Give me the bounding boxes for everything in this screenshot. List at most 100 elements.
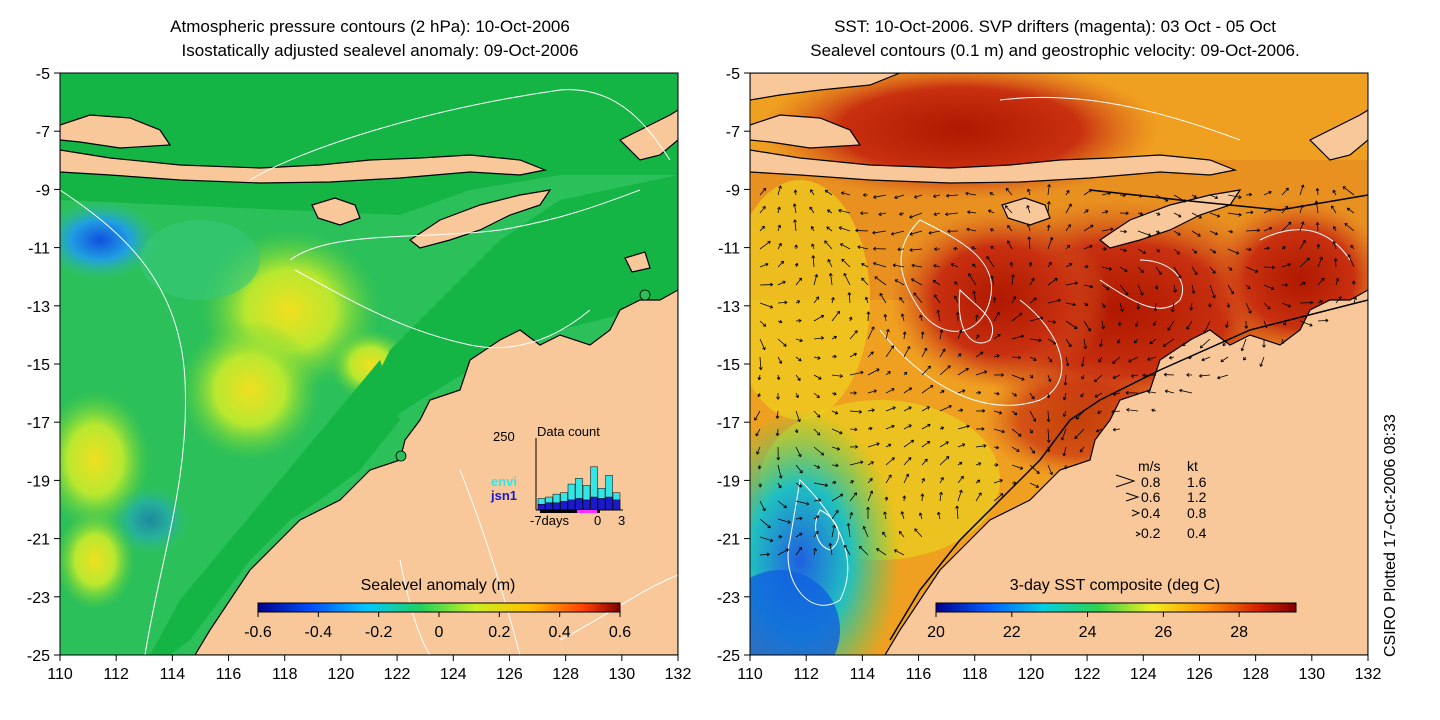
velocity-arrow <box>1011 464 1024 470</box>
velocity-arrow <box>1011 392 1017 397</box>
australia-land <box>884 289 1368 655</box>
arrow-icon <box>1135 531 1142 537</box>
velocity-arrow <box>944 212 959 217</box>
velocity-arrow <box>777 206 781 214</box>
velocity-arrow <box>928 230 941 235</box>
velocity-arrow <box>900 313 905 322</box>
sst-cool-blob <box>750 570 840 655</box>
velocity-arrow <box>754 410 761 421</box>
velocity-arrow <box>914 528 923 538</box>
velocity-arrow <box>1011 446 1020 452</box>
velocity-arrow <box>1154 284 1159 290</box>
velocity-legend: m/s kt 0.8 1.6 0.6 1.2 0.4 0.8 0.2 0.4 <box>1115 458 1207 541</box>
velocity-arrow <box>975 351 984 358</box>
velocity-arrow <box>864 296 869 304</box>
velocity-arrow <box>1027 188 1031 196</box>
velocity-arrow <box>885 474 892 484</box>
velocity-arrow <box>1331 205 1337 214</box>
velocity-arrow <box>777 185 782 196</box>
velocity-arrow <box>1133 338 1139 344</box>
velocity-arrow <box>1299 184 1305 196</box>
velocity-arrow <box>933 194 941 198</box>
left-colorbar: Sealevel anomaly (m) -0.6 -0.4 -0.2 0 0.2 0.4… <box>244 577 631 641</box>
velocity-arrow <box>993 463 999 467</box>
velocity-arrow <box>955 505 960 520</box>
velocity-arrow <box>909 230 923 236</box>
velocity-arrow <box>1281 283 1288 287</box>
velocity-arrow <box>777 518 791 524</box>
velocity-arrow <box>971 263 977 268</box>
velocity-arrow <box>843 272 851 286</box>
inset-drifter-strip <box>577 510 597 513</box>
velocity-arrow <box>795 500 810 506</box>
velocity-arrow <box>885 424 895 430</box>
velocity-arrow <box>1191 284 1196 294</box>
velocity-arrow <box>950 263 959 268</box>
velocity-arrow <box>1263 320 1268 328</box>
velocity-arrow <box>1142 373 1157 378</box>
sumba-island <box>311 197 361 226</box>
velocity-arrow <box>1263 284 1275 290</box>
velocity-arrow <box>1317 318 1329 323</box>
velocity-arrow <box>911 263 923 268</box>
velocity-arrow <box>989 192 995 196</box>
velocity-arrow <box>831 493 844 502</box>
velocity-arrow <box>759 552 770 557</box>
velocity-arrow <box>1203 320 1211 334</box>
velocity-arrow <box>831 374 843 378</box>
velocity-arrow <box>1101 247 1107 251</box>
velocity-arrow <box>795 277 803 286</box>
velocity-arrow <box>873 194 887 199</box>
velocity-arrow <box>1063 374 1068 386</box>
velocity-arrow <box>939 348 946 358</box>
x-tick-label: 132 <box>1355 666 1382 683</box>
velocity-arrow <box>894 279 905 286</box>
velocity-arrow <box>831 446 841 451</box>
velocity-arrow <box>777 534 783 539</box>
velocity-arrow <box>975 426 985 431</box>
velocity-arrow <box>756 446 761 455</box>
velocity-arrow <box>993 493 1004 502</box>
right-colorbar-bar <box>935 602 1297 613</box>
velocity-arrow <box>867 326 875 340</box>
velocity-arrow <box>957 424 970 430</box>
velocity-arrow <box>1281 187 1289 196</box>
right-title-line2: Sealevel contours (0.1 m) and geostrophi… <box>810 41 1300 60</box>
right-colorbar-label: 3-day SST composite (deg C) <box>1010 577 1220 594</box>
velocity-arrow <box>902 331 907 340</box>
velocity-arrow <box>885 345 895 358</box>
left-map <box>60 73 678 655</box>
velocity-arrow <box>1227 212 1242 217</box>
velocity-arrow <box>795 482 803 488</box>
velocity-arrow <box>777 242 782 250</box>
sla-blob <box>180 320 320 460</box>
velocity-arrow <box>957 353 962 358</box>
velocity-arrow <box>1173 194 1187 203</box>
velocity-arrow <box>921 347 928 358</box>
velocity-arrow <box>831 354 837 359</box>
velocity-arrow <box>1263 302 1271 310</box>
flores-island <box>1308 109 1368 161</box>
velocity-arrow <box>1245 192 1253 197</box>
velocity-arrow <box>903 439 915 448</box>
velocity-arrow <box>1047 464 1053 476</box>
velocity-arrow <box>849 492 858 502</box>
flores-island <box>618 109 678 161</box>
velocity-arrow <box>1080 356 1085 367</box>
pressure-contour <box>60 189 187 655</box>
velocity-arrow <box>1065 203 1072 214</box>
velocity-arrow <box>849 444 859 449</box>
velocity-arrow <box>921 440 931 448</box>
velocity-arrow <box>831 428 843 435</box>
velocity-arrow <box>1026 223 1031 232</box>
velocity-arrow <box>1182 338 1193 347</box>
velocity-arrow <box>1342 186 1355 196</box>
velocity-arrow <box>987 209 995 214</box>
velocity-arrow <box>813 314 825 322</box>
velocity-arrow <box>867 368 880 376</box>
velocity-arrow <box>939 390 945 394</box>
velocity-arrow <box>828 542 833 556</box>
velocity-arrow <box>813 446 825 456</box>
velocity-arrow <box>1245 228 1261 233</box>
velocity-arrow <box>777 500 787 509</box>
